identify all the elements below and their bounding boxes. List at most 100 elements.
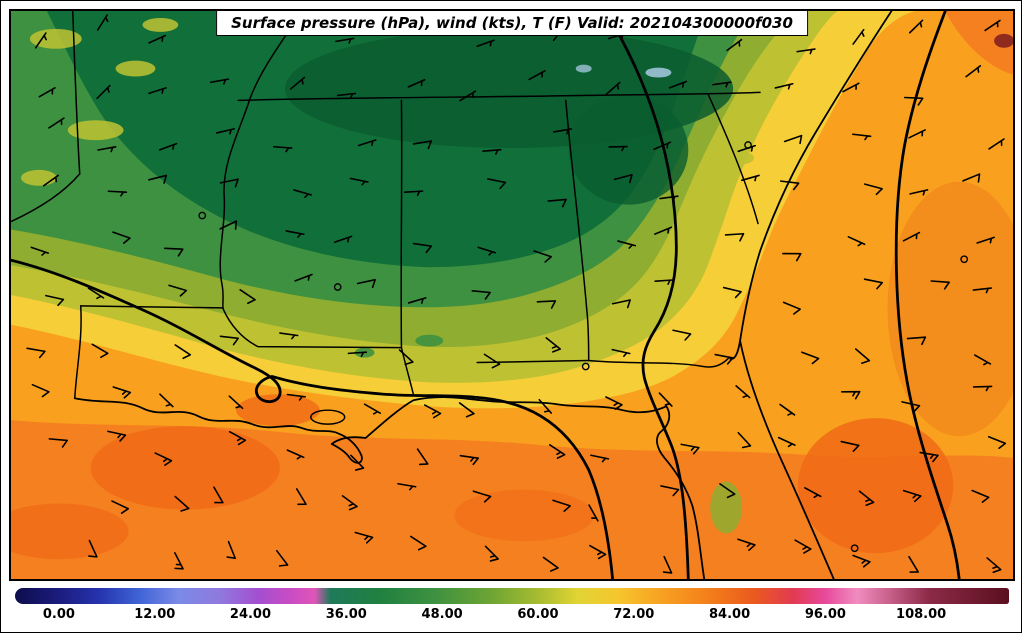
wind-barb	[289, 76, 306, 90]
temp-hot-blob-gulf-south	[454, 489, 594, 542]
wind-barb	[796, 48, 816, 55]
wind-barb	[726, 38, 743, 52]
wind-barb	[782, 301, 801, 315]
wind-barb	[863, 278, 884, 290]
temp-hot-blob-west-gulf	[90, 426, 280, 510]
wind-barb	[88, 539, 98, 558]
wind-barb	[87, 287, 105, 300]
wind-barb	[487, 178, 507, 190]
wind-barb	[209, 78, 230, 85]
wind-barb	[847, 236, 866, 247]
wind-barb	[356, 278, 376, 289]
wind-barb	[341, 495, 358, 511]
colorbar-tick-label: 60.00	[517, 607, 559, 622]
temp-hot-blob-sw-corner	[11, 503, 129, 560]
state-border-georgia-florida	[587, 357, 729, 368]
wind-barb	[148, 174, 168, 184]
wind-barb	[112, 386, 132, 399]
wind-barb	[672, 329, 692, 341]
wind-barb	[34, 32, 47, 49]
wind-barb	[91, 343, 109, 359]
calm-wind-station	[744, 141, 752, 149]
wind-barb	[174, 344, 192, 360]
wind-barb	[908, 555, 919, 573]
map-title: Surface pressure (hPa), wind (kts), T (F…	[216, 10, 808, 36]
wind-barb	[774, 82, 794, 90]
wind-barb	[906, 336, 927, 346]
wind-barb	[654, 279, 674, 285]
wind-barb	[902, 489, 922, 503]
state-border-georgia-carolina	[707, 93, 759, 225]
wind-barb	[840, 390, 861, 400]
wind-barb	[458, 402, 475, 418]
colorbar	[15, 588, 1009, 604]
wind-barb	[412, 140, 433, 150]
wind-barb	[168, 284, 188, 297]
colorbar-tick-labels: 0.00 12.00 24.00 36.00 48.00 60.00 72.00 84.00 9…	[15, 607, 1009, 627]
wind-barb	[545, 337, 562, 353]
wind-barb	[286, 449, 305, 460]
colorbar-tick-label: 0.00	[42, 607, 75, 622]
wind-barb	[107, 190, 128, 197]
wind-barb	[228, 395, 244, 410]
wind-barb	[528, 70, 546, 81]
colorbar-tick-label: 96.00	[804, 607, 846, 622]
temp-patch-nw-1	[29, 28, 82, 49]
wind-barb	[163, 247, 184, 257]
wind-barb	[228, 430, 247, 446]
wind-barb	[533, 250, 553, 263]
wind-barb	[407, 78, 426, 88]
wind-barb	[31, 383, 50, 398]
wind-barb	[148, 87, 167, 95]
wind-barb	[219, 178, 239, 188]
colorbar-tick-label: 12.00	[134, 607, 176, 622]
wind-barb	[542, 556, 559, 572]
wind-barb	[472, 490, 492, 503]
wind-barb	[226, 540, 237, 560]
wind-barb	[930, 280, 950, 290]
wind-barb	[680, 443, 700, 455]
wind-barb	[659, 195, 679, 202]
temp-warm-corner-ne	[945, 11, 1013, 75]
wind-barbs-layer	[26, 13, 1007, 574]
map-svg	[11, 11, 1013, 579]
wind-barb	[780, 180, 800, 191]
wind-barb	[908, 129, 926, 139]
wind-barb	[96, 14, 109, 31]
colorbar-tick-label: 72.00	[613, 607, 655, 622]
state-border-mississippi-river	[219, 11, 303, 310]
calm-wind-station	[960, 255, 969, 264]
wind-barb	[26, 347, 46, 359]
wind-barb	[174, 552, 184, 570]
wind-barb	[605, 81, 621, 96]
wind-barb	[272, 145, 293, 153]
temp-darkest-green-georgia	[568, 95, 689, 205]
wind-barb	[840, 440, 860, 452]
temp-patch-nw-3	[67, 120, 124, 141]
calm-wind-station	[850, 544, 859, 553]
wind-barb	[295, 488, 307, 506]
wind-barb	[714, 353, 734, 365]
wind-barb	[617, 240, 637, 249]
wind-barb	[279, 332, 299, 340]
coastline-gulf	[73, 396, 706, 579]
wind-barb	[903, 96, 924, 106]
wind-barb	[48, 438, 68, 448]
wind-barb	[42, 174, 60, 187]
temp-blue-smudge-2	[575, 64, 592, 73]
wind-barb	[779, 403, 796, 416]
wind-barb	[611, 299, 631, 309]
wind-barb	[909, 189, 929, 196]
wind-barb	[605, 396, 623, 410]
calm-wind-station	[333, 283, 342, 291]
coastline-atlantic	[729, 11, 893, 360]
pressure-contours-layer	[11, 11, 961, 579]
wind-barb	[536, 300, 557, 309]
wind-barb	[410, 535, 427, 551]
colorbar-tick-label: 84.00	[709, 607, 751, 622]
wind-barb	[908, 19, 924, 34]
temp-patch-nw-2	[115, 60, 156, 77]
pressure-contour-georgia	[604, 11, 690, 579]
wind-barb	[213, 486, 224, 504]
wind-barb	[611, 348, 631, 357]
